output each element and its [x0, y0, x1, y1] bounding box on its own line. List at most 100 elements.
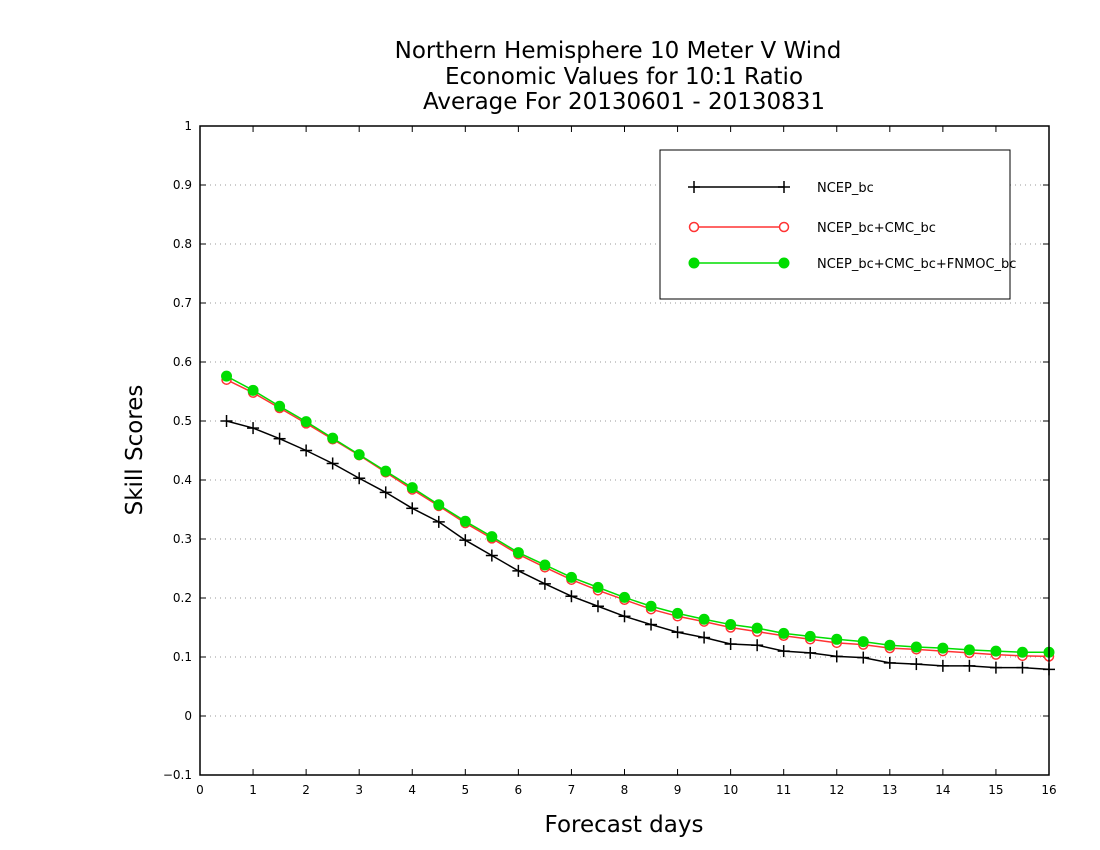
data-point	[804, 646, 817, 659]
x-tick-label: 4	[408, 783, 416, 797]
y-tick-label: −0.1	[163, 768, 192, 782]
legend-entry-2: NCEP_bc+CMC_bc	[688, 221, 936, 236]
x-axis-label: Forecast days	[545, 812, 704, 838]
data-point	[751, 622, 763, 634]
data-point	[273, 432, 286, 445]
x-tick-label: 12	[829, 783, 844, 797]
legend-marker-left	[688, 221, 700, 233]
y-axis-label: Skill Scores	[122, 385, 148, 516]
x-tick-label: 8	[621, 783, 629, 797]
data-point	[565, 571, 577, 583]
x-tick-label: 10	[723, 783, 738, 797]
data-point	[327, 432, 339, 444]
legend-label: NCEP_bc	[817, 181, 874, 196]
data-point	[804, 630, 816, 642]
data-point	[220, 415, 233, 427]
legend-label: NCEP_bc+CMC_bc	[817, 221, 936, 236]
data-point	[910, 658, 923, 671]
plot-frame	[199, 125, 1050, 776]
data-point	[830, 650, 843, 663]
title-line-3: Average For 20130601 - 20130831	[423, 89, 825, 115]
data-point	[884, 639, 896, 651]
series-layer	[220, 370, 1055, 676]
data-point	[1016, 646, 1028, 658]
data-point	[459, 534, 472, 547]
data-point	[672, 607, 684, 619]
legend-box	[659, 149, 1011, 300]
data-point	[432, 515, 445, 528]
x-tick-label: 2	[302, 783, 310, 797]
data-point	[406, 502, 419, 515]
title-line-2: Economic Values for 10:1 Ratio	[445, 64, 803, 90]
y-tick-label: 0.6	[173, 355, 192, 369]
data-point	[778, 627, 790, 639]
y-tick-label: 0.7	[173, 296, 192, 310]
data-point	[591, 600, 604, 613]
data-point	[592, 581, 604, 593]
axes: −0.100.10.20.30.40.50.60.70.80.910 1 2 3 4 5 6…	[163, 119, 1057, 797]
data-point	[963, 659, 976, 672]
data-point	[619, 591, 630, 603]
y-tick-label: 0.8	[173, 237, 192, 251]
series-2	[221, 374, 1055, 662]
y-tick-label: 0.1	[173, 650, 192, 664]
x-tick-label: 15	[988, 783, 1003, 797]
data-point	[936, 659, 949, 672]
legend-marker-right	[778, 181, 790, 193]
data-point	[857, 636, 869, 648]
x-tick-label: 0	[196, 783, 204, 797]
data-point	[247, 384, 259, 396]
x-tick-label: 13	[882, 783, 897, 797]
series-line	[226, 375, 1049, 654]
x-tick-label: 1	[249, 783, 257, 797]
y-tick-label: 1	[184, 119, 192, 133]
data-point	[857, 651, 870, 664]
data-point	[1016, 661, 1029, 674]
data-point	[724, 638, 737, 651]
data-point	[486, 531, 498, 543]
data-point	[380, 465, 392, 477]
data-point	[459, 515, 471, 527]
data-point	[910, 641, 922, 653]
data-point	[883, 656, 896, 669]
y-tick-label: 0.3	[173, 532, 192, 546]
data-point	[300, 416, 312, 428]
data-point	[406, 482, 418, 494]
series-3	[221, 370, 1055, 658]
data-point	[963, 644, 975, 656]
y-tick-label: 0.2	[173, 591, 192, 605]
data-point	[539, 559, 551, 571]
data-point	[379, 486, 392, 499]
data-point	[751, 639, 764, 652]
series-line	[226, 420, 1050, 671]
data-point	[671, 626, 684, 639]
legend: NCEP_bc NCEP_bc+CMC_bc NCEP_bc+CMC_bc+FNMO…	[659, 149, 1016, 300]
data-point	[512, 564, 525, 577]
data-point	[353, 472, 366, 485]
y-tick-label: 0.9	[173, 178, 192, 192]
data-point	[221, 370, 233, 382]
title-line-1: Northern Hemisphere 10 Meter V Wind	[395, 38, 842, 64]
x-tick-label: 11	[776, 783, 791, 797]
y-tick-label: 0	[184, 709, 192, 723]
y-tick-label: 0.4	[173, 473, 192, 487]
data-point	[989, 661, 1002, 674]
x-tick-label: 3	[355, 783, 363, 797]
data-point	[538, 577, 551, 590]
legend-marker-left	[688, 181, 700, 193]
data-point	[725, 619, 737, 631]
legend-marker-left	[688, 257, 700, 269]
x-tick-label: 14	[935, 783, 950, 797]
data-point	[937, 642, 949, 654]
data-point	[565, 590, 578, 603]
data-point	[698, 613, 710, 625]
x-tick-label: 7	[568, 783, 576, 797]
data-point	[274, 400, 286, 412]
data-point	[831, 633, 843, 645]
data-point	[618, 610, 631, 623]
data-point	[433, 499, 445, 511]
data-point	[353, 449, 365, 461]
y-tick-label: 0.5	[173, 414, 192, 428]
data-point	[777, 645, 790, 658]
